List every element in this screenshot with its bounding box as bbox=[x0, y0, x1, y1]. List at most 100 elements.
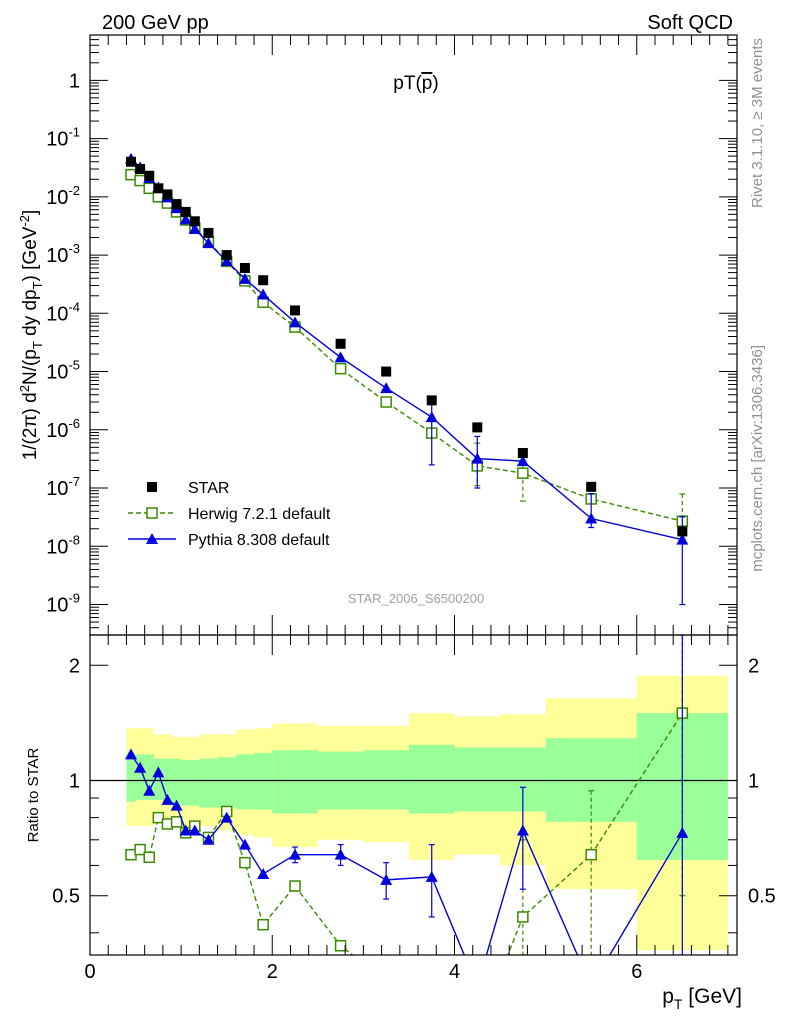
ratio-pythia-point bbox=[179, 824, 192, 836]
star-point bbox=[203, 227, 214, 238]
y-tick-label: 1 bbox=[69, 70, 80, 92]
pythia-point bbox=[220, 255, 233, 267]
inner-band-segment bbox=[153, 758, 163, 800]
rivet-version-label: Rivet 3.1.10, ≥ 3M events bbox=[749, 38, 766, 208]
y-tick-label: 10-6 bbox=[46, 416, 80, 442]
legend-marker-star bbox=[147, 482, 157, 492]
ratio-pythia-point bbox=[238, 838, 251, 850]
ratio-uncertainty-bands bbox=[126, 675, 728, 951]
ratio-herwig-point bbox=[134, 843, 146, 856]
y-tick-label: 10-5 bbox=[46, 358, 80, 384]
herwig-point bbox=[380, 396, 392, 408]
ratio-y-tick-label: 0.5 bbox=[52, 886, 80, 908]
ratio-herwig-point bbox=[152, 811, 165, 824]
pythia-point bbox=[202, 237, 215, 249]
ratio-y-axis-label: Ratio to STAR bbox=[25, 747, 42, 842]
ratio-pythia-point bbox=[334, 848, 347, 860]
ratio-pythia-point bbox=[188, 824, 201, 836]
pythia-point bbox=[238, 272, 251, 284]
herwig-line bbox=[130, 174, 683, 522]
pythia-point bbox=[585, 512, 598, 524]
pythia-point bbox=[425, 411, 438, 423]
pythia-point bbox=[289, 316, 302, 328]
main-panel: 10-9 10-8 10-7 10-6 10-5 10-4 10-3 10-2 10-1 1 pT… bbox=[17, 34, 738, 636]
star-point bbox=[290, 305, 301, 316]
ratio-y-tick-label-right: 1 bbox=[748, 771, 759, 793]
star-point bbox=[171, 199, 182, 210]
legend-marker-pythia bbox=[146, 533, 158, 544]
main-title: pT(p) bbox=[393, 73, 438, 94]
herwig-point bbox=[517, 467, 529, 479]
herwig-point bbox=[125, 168, 137, 181]
legend-marker-herwig bbox=[146, 507, 158, 519]
ratio-herwig-point bbox=[239, 856, 251, 869]
star-point bbox=[677, 526, 688, 537]
star-point bbox=[381, 366, 392, 377]
legend-label-herwig: Herwig 7.2.1 default bbox=[188, 506, 331, 523]
star-point bbox=[586, 481, 597, 492]
ratio-herwig-point bbox=[143, 851, 155, 864]
y-tick-label: 10-4 bbox=[46, 299, 80, 325]
inner-band-segment bbox=[172, 758, 182, 806]
pythia-point bbox=[188, 223, 201, 235]
star-point bbox=[258, 275, 269, 286]
pythia-point bbox=[334, 351, 347, 363]
star-point bbox=[221, 250, 232, 261]
y-tick-label: 10-1 bbox=[46, 125, 80, 151]
star-point bbox=[180, 206, 191, 217]
x-tick-label: 4 bbox=[449, 961, 460, 983]
legend-label-pythia: Pythia 8.308 default bbox=[188, 532, 330, 549]
ratio-pythia-point bbox=[161, 793, 174, 805]
ratio-y-tick-label-right: 2 bbox=[748, 655, 759, 677]
star-point bbox=[426, 395, 437, 406]
ratio-pythia-point bbox=[676, 826, 689, 838]
ratio-data-layer bbox=[125, 635, 689, 955]
ratio-herwig-point bbox=[170, 816, 183, 828]
ratio-herwig-point bbox=[289, 880, 301, 892]
ratio-herwig-point bbox=[517, 911, 529, 923]
pythia-point bbox=[471, 452, 484, 464]
inner-band-segment bbox=[126, 754, 136, 802]
ratio-pythia-point bbox=[143, 784, 156, 796]
y-tick-label: 10-7 bbox=[46, 474, 80, 500]
star-point bbox=[162, 189, 173, 200]
ratio-y-ticks: 0.5 0.5 1 1 2 2 bbox=[52, 655, 776, 934]
watermark: STAR_2006_S6500200 bbox=[348, 591, 484, 606]
y-tick-label: 10-9 bbox=[46, 591, 80, 617]
ratio-y-tick-label-right: 0.5 bbox=[748, 886, 776, 908]
ratio-pythia-point bbox=[380, 873, 393, 885]
herwig-point bbox=[334, 362, 347, 375]
star-point bbox=[153, 183, 164, 194]
mcplots-label: mcplots.cern.ch [arXiv:1306.3436] bbox=[749, 345, 766, 572]
ratio-herwig-point bbox=[585, 848, 597, 861]
ratio-pythia-point bbox=[516, 824, 529, 836]
x-tick-label: 2 bbox=[267, 961, 278, 983]
main-x-ticks bbox=[89, 35, 729, 635]
inner-band-segment bbox=[454, 747, 501, 812]
inner-band-segment bbox=[199, 758, 218, 808]
ratio-x-ticks: 0 2 4 6 bbox=[84, 635, 729, 983]
inner-band-segment bbox=[181, 760, 191, 806]
ratio-pythia-point bbox=[425, 870, 438, 882]
x-tick-label: 0 bbox=[84, 961, 95, 983]
ratio-pythia-point bbox=[125, 748, 138, 760]
ratio-pythia-point bbox=[134, 761, 147, 773]
main-y-ticks: 10-9 10-8 10-7 10-6 10-5 10-4 10-3 10-2 10-1 1 bbox=[46, 34, 737, 636]
star-point bbox=[239, 262, 250, 273]
star-point bbox=[144, 170, 155, 181]
ratio-pythia-point bbox=[220, 811, 233, 823]
ratio-herwig-point bbox=[257, 918, 269, 931]
ratio-panel: 0.5 0.5 1 1 2 2 0 2 4 6 Ratio to STAR pT [GeV] bbox=[25, 634, 776, 1012]
inner-band-segment bbox=[190, 760, 200, 806]
header-right: Soft QCD bbox=[647, 12, 733, 34]
pythia-point bbox=[257, 288, 270, 300]
main-y-axis-label: 1/(2π) d2N/(pT dy dpT) [GeV-2] bbox=[17, 210, 45, 461]
pythia-point bbox=[676, 533, 689, 545]
star-point bbox=[472, 422, 483, 433]
star-point bbox=[126, 156, 137, 167]
ratio-pythia-point bbox=[257, 867, 270, 879]
pythia-point bbox=[516, 455, 529, 467]
star-point bbox=[189, 216, 200, 227]
pythia-point bbox=[380, 382, 393, 394]
ratio-y-tick-label: 2 bbox=[69, 655, 80, 677]
